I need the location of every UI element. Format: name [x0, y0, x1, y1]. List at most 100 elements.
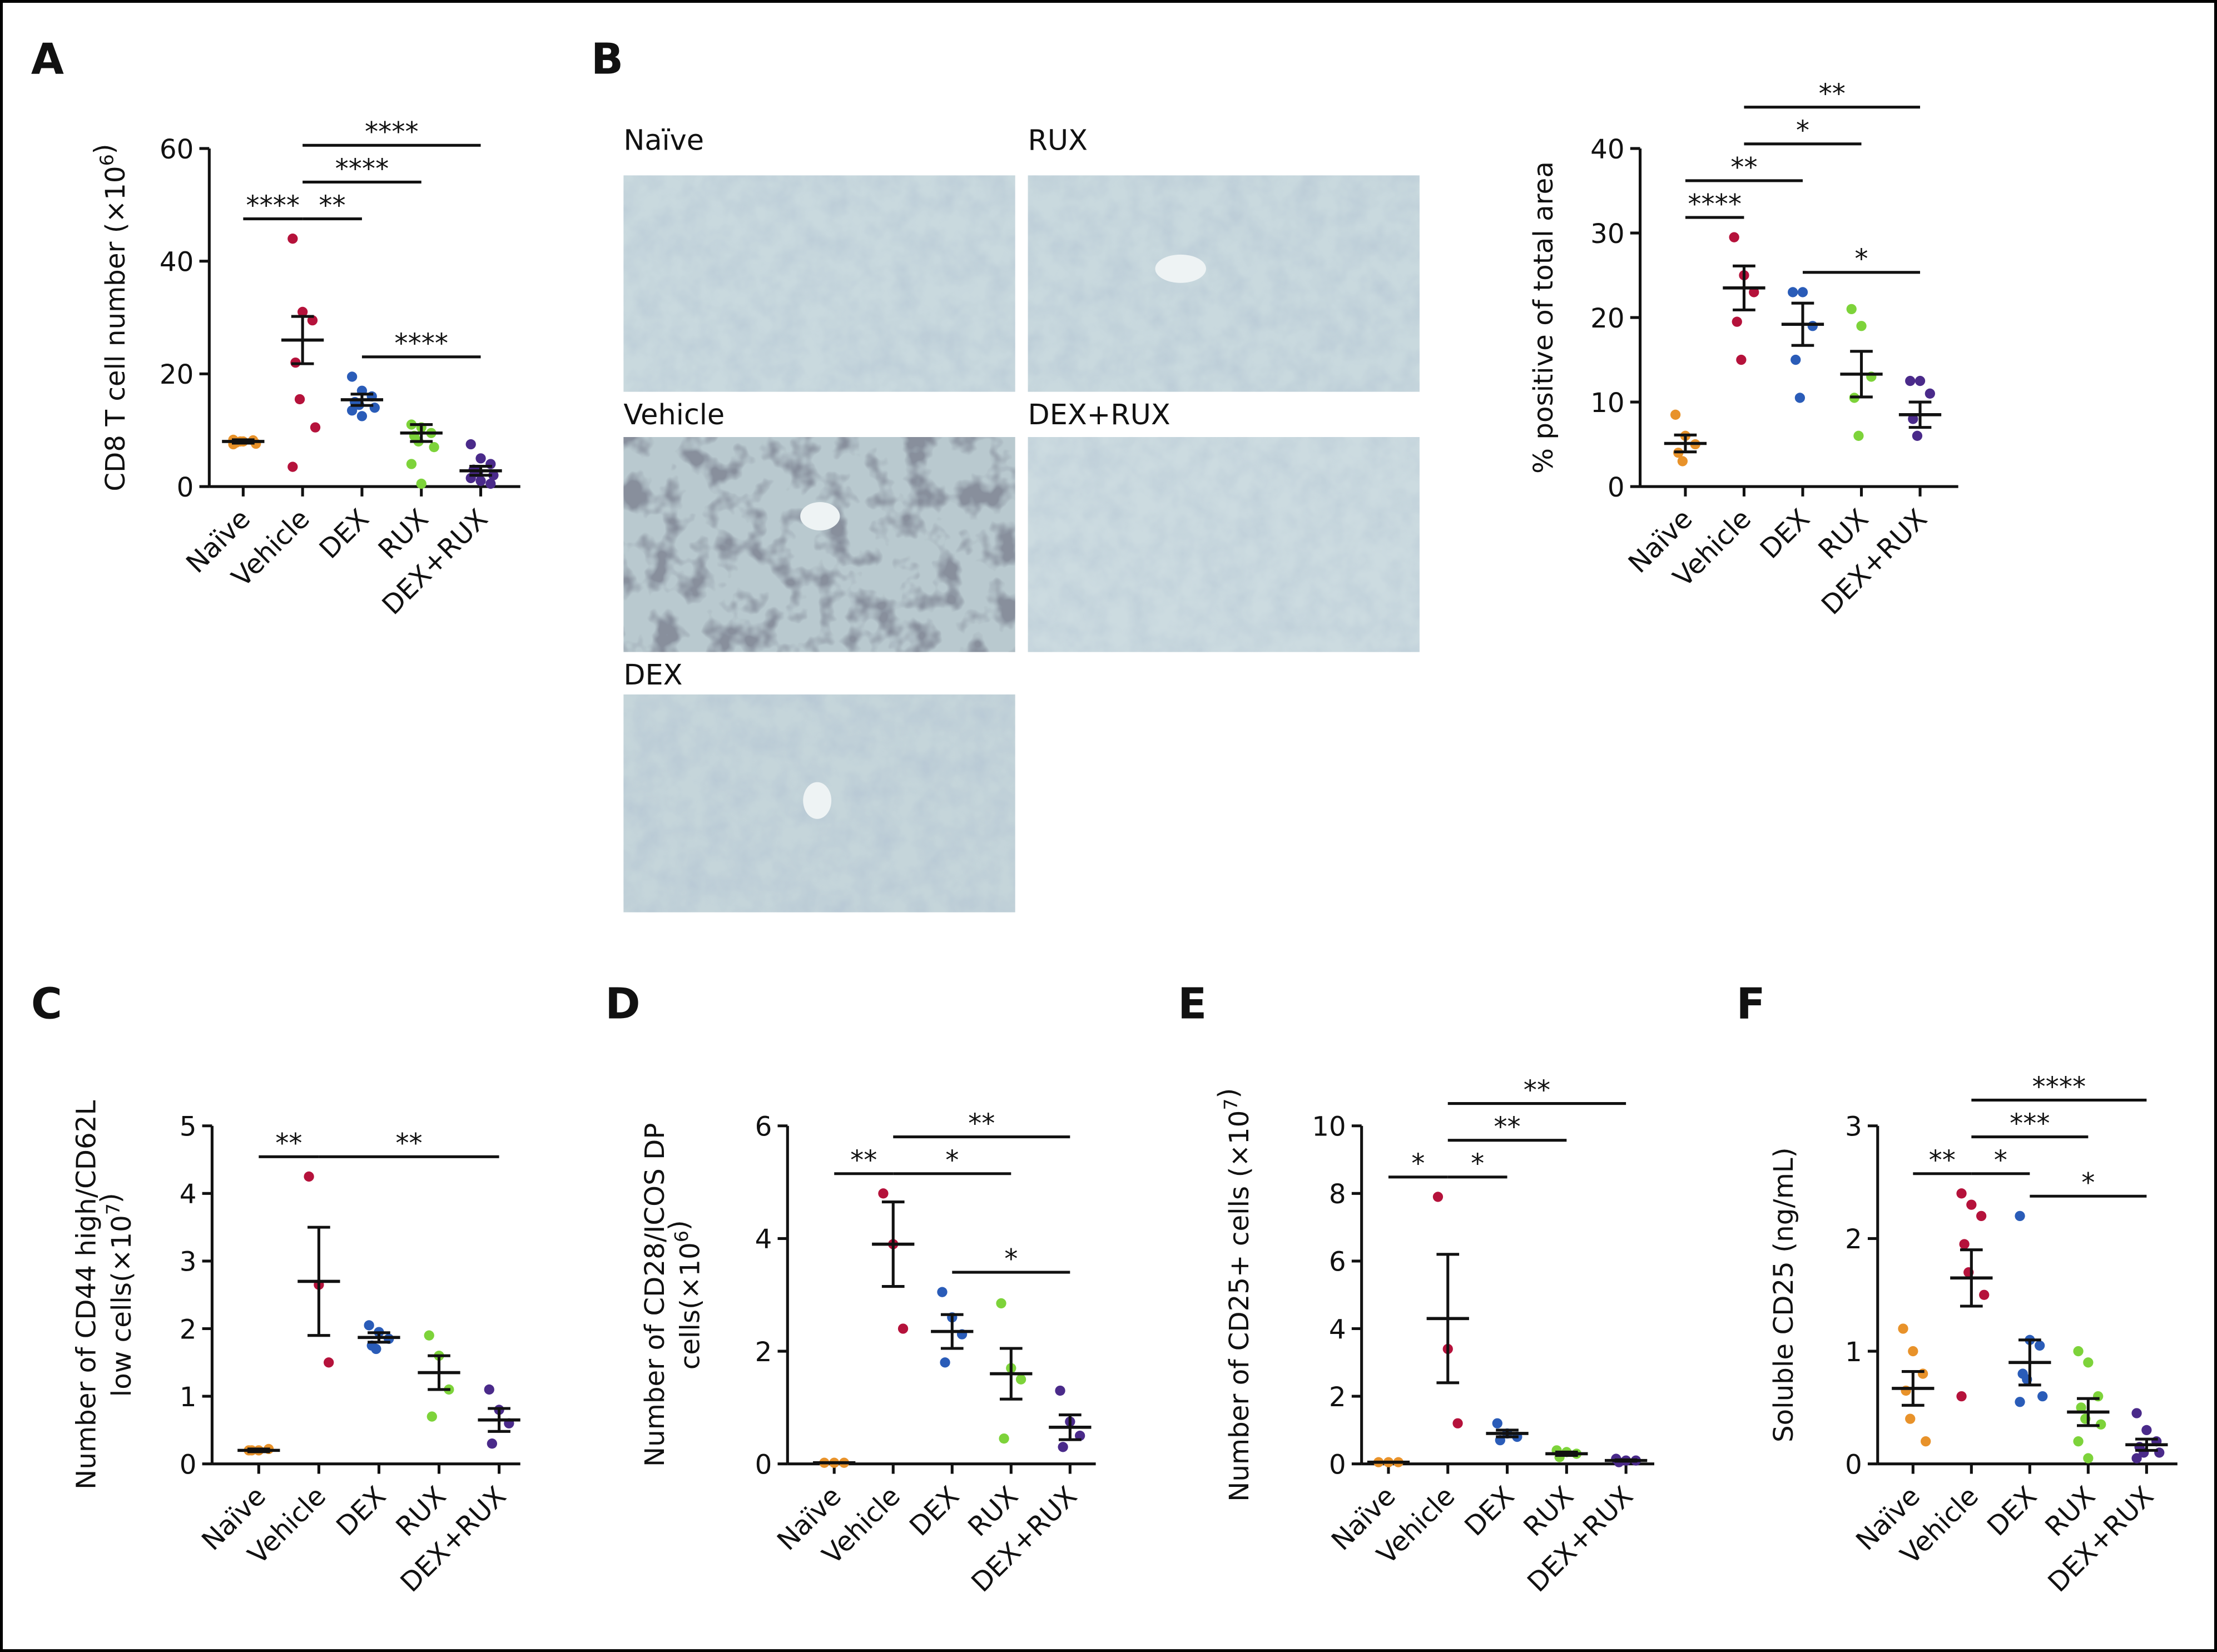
significance-label: ** [850, 1145, 877, 1176]
error-bar [1674, 433, 1697, 454]
y-axis-label-part: cells(×10 [674, 1242, 706, 1370]
data-point [1732, 316, 1742, 327]
error-bar [488, 1407, 510, 1433]
y-tick-label: 2 [180, 1314, 197, 1345]
y-axis-label: low cells(×107) [95, 1193, 137, 1397]
error-bar [1436, 1253, 1460, 1385]
error-bar [1733, 264, 1755, 311]
data-point [1921, 1436, 1931, 1447]
y-axis-label: Number of CD25+ cells (×107) [1213, 1088, 1255, 1502]
micrograph-label: DEX+RUX [1028, 398, 1171, 431]
y-tick-label: 30 [1590, 219, 1624, 250]
panel-label: D [605, 979, 640, 1028]
y-axis-label-part: Number of CD25+ cells (×10 [1224, 1110, 1255, 1502]
data-point [1959, 1239, 1970, 1249]
y-axis-label: cells(×106) [663, 1220, 706, 1370]
y-axis-label-part: ) [88, 143, 120, 154]
data-point [1015, 1374, 1026, 1385]
y-tick-label: 20 [1590, 303, 1624, 334]
significance-label: * [1994, 1145, 2007, 1176]
y-tick-label: 5 [180, 1112, 197, 1143]
significance-label: * [2081, 1168, 2095, 1199]
data-point [465, 439, 476, 450]
data-point [424, 1330, 434, 1341]
data-point [426, 1411, 437, 1422]
error-bar [1960, 1248, 1983, 1308]
data-point [346, 405, 358, 416]
y-tick-label: 2 [1845, 1224, 1862, 1255]
error-bar [307, 1226, 330, 1337]
data-point [999, 1433, 1009, 1444]
y-tick-label: 2 [1329, 1382, 1346, 1413]
data-point [488, 470, 499, 480]
error-bar [1555, 1450, 1578, 1457]
error-bar [410, 423, 433, 443]
y-axis-label-sup: 7 [1220, 1099, 1242, 1110]
panel-label: C [31, 979, 62, 1028]
significance-label: * [1471, 1148, 1484, 1179]
micrograph-label: DEX [623, 658, 682, 691]
data-point [1055, 1385, 1065, 1396]
y-tick-label: 0 [1608, 472, 1625, 503]
panel-label: E [1178, 979, 1207, 1028]
error-bar [1058, 1413, 1082, 1441]
error-bar [999, 1347, 1023, 1401]
data-point [2083, 1453, 2094, 1464]
data-point [1856, 321, 1867, 331]
significance-label: **** [335, 153, 389, 185]
error-bar [1791, 301, 1814, 347]
y-axis-label: Number of CD44 high/CD62L [71, 1100, 102, 1490]
error-bar [291, 315, 314, 365]
significance-label: ** [395, 1128, 422, 1159]
vessel [803, 782, 832, 819]
data-point [1905, 1413, 1916, 1424]
significance-label: ** [319, 190, 345, 221]
y-tick-label: 40 [160, 247, 194, 278]
data-point [371, 1343, 381, 1355]
y-axis-label-part: ) [663, 1220, 695, 1231]
y-tick-label: 40 [1590, 134, 1624, 165]
data-point [310, 422, 321, 433]
significance-label: ** [1524, 1075, 1550, 1106]
data-point [475, 475, 486, 487]
y-axis-label-part: Soluble CD25 (ng/mL) [1768, 1147, 1799, 1442]
data-point [356, 411, 368, 421]
data-point [1807, 321, 1818, 331]
data-point [1908, 1346, 1918, 1357]
y-axis-label-sup: 7 [102, 1203, 124, 1215]
y-tick-label: 0 [180, 1449, 197, 1480]
data-point [1670, 409, 1681, 420]
data-point [1905, 375, 1916, 386]
y-tick-label: 6 [755, 1112, 772, 1143]
significance-label: **** [246, 190, 300, 221]
data-point [1749, 287, 1759, 297]
significance-label: ** [1819, 78, 1846, 110]
panel-label: A [31, 34, 64, 83]
data-point [324, 1357, 334, 1368]
data-point [475, 453, 486, 464]
data-point [1058, 1442, 1068, 1452]
y-axis-label-part: % positive of total area [1528, 161, 1559, 474]
error-bar [428, 1354, 450, 1391]
data-point [1898, 1323, 1908, 1334]
micrograph-label: Vehicle [623, 398, 725, 431]
error-bar [1496, 1428, 1519, 1438]
y-axis-label-sup: 6 [96, 154, 117, 166]
data-point [1966, 1199, 1977, 1210]
significance-label: ** [1730, 152, 1757, 183]
data-point [1925, 388, 1935, 399]
y-axis-label-part: low cells(×10 [106, 1215, 137, 1397]
error-bar [2018, 1338, 2041, 1387]
data-point [485, 478, 496, 489]
data-point [487, 1438, 498, 1449]
y-tick-label: 6 [1329, 1247, 1346, 1278]
panel-label: B [591, 34, 623, 83]
data-point [484, 1384, 494, 1395]
data-point [937, 1287, 948, 1297]
y-tick-label: 4 [1329, 1314, 1346, 1345]
data-point [1736, 354, 1747, 365]
panel-label: F [1736, 979, 1765, 1028]
y-tick-label: 4 [755, 1224, 772, 1255]
data-point [1432, 1192, 1444, 1202]
y-axis-label-part: Number of CD28/ICOS DP [639, 1123, 671, 1467]
